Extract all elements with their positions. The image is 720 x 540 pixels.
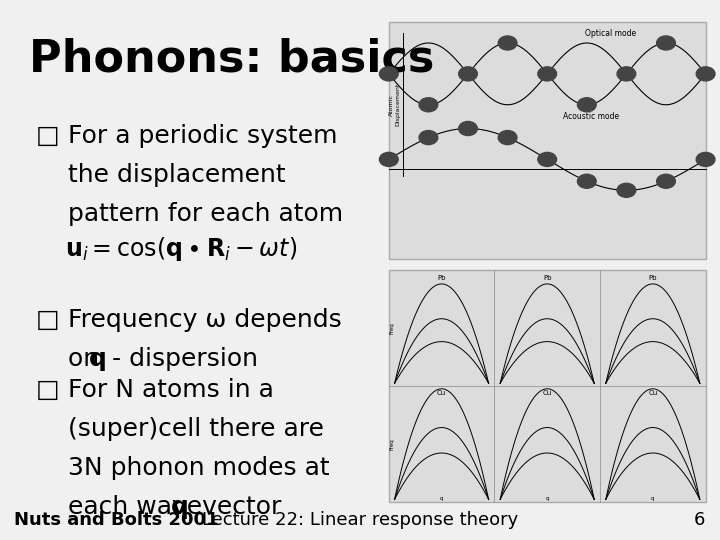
Text: Cu: Cu	[543, 390, 552, 396]
Text: Optical mode: Optical mode	[585, 29, 636, 38]
Text: - dispersion: - dispersion	[104, 347, 258, 370]
Text: Freq: Freq	[390, 322, 395, 334]
Circle shape	[577, 174, 596, 188]
FancyBboxPatch shape	[389, 270, 706, 502]
Circle shape	[419, 131, 438, 145]
Circle shape	[657, 174, 675, 188]
Text: □: □	[36, 308, 60, 332]
Text: 3N phonon modes at: 3N phonon modes at	[68, 456, 330, 480]
Circle shape	[696, 152, 715, 166]
Text: Pb: Pb	[649, 275, 657, 281]
Text: For a periodic system: For a periodic system	[68, 124, 338, 148]
Text: Phonons: basics: Phonons: basics	[29, 38, 434, 81]
Circle shape	[657, 36, 675, 50]
Circle shape	[459, 67, 477, 81]
Circle shape	[498, 131, 517, 145]
Text: Lecture 22: Linear response theory: Lecture 22: Linear response theory	[202, 511, 518, 529]
Text: q: q	[651, 496, 654, 501]
Text: □: □	[36, 378, 60, 402]
Text: $\mathbf{u}_i = \cos(\mathbf{q}\bullet\mathbf{R}_i - \omega t)$: $\mathbf{u}_i = \cos(\mathbf{q}\bullet\m…	[65, 235, 297, 263]
Text: Pb: Pb	[543, 275, 552, 281]
Text: Acoustic mode: Acoustic mode	[563, 112, 619, 121]
Circle shape	[538, 67, 557, 81]
Circle shape	[498, 36, 517, 50]
Text: the displacement: the displacement	[68, 163, 286, 187]
Text: Atomic
Displacement: Atomic Displacement	[390, 83, 400, 126]
Circle shape	[538, 152, 557, 166]
Text: □: □	[36, 124, 60, 148]
Circle shape	[617, 183, 636, 197]
Text: q: q	[546, 496, 549, 501]
Circle shape	[379, 152, 398, 166]
Text: (super)cell there are: (super)cell there are	[68, 417, 325, 441]
Circle shape	[419, 98, 438, 112]
Text: For N atoms in a: For N atoms in a	[68, 378, 274, 402]
Text: 6: 6	[694, 511, 706, 529]
Circle shape	[459, 122, 477, 136]
Circle shape	[379, 67, 398, 81]
Text: q: q	[440, 496, 444, 501]
Text: on: on	[68, 347, 107, 370]
Text: Frequency ω depends: Frequency ω depends	[68, 308, 342, 332]
FancyBboxPatch shape	[389, 22, 706, 259]
Text: pattern for each atom: pattern for each atom	[68, 202, 343, 226]
Text: Nuts and Bolts 2001: Nuts and Bolts 2001	[14, 511, 219, 529]
Text: each wavevector: each wavevector	[68, 495, 289, 518]
Text: q: q	[89, 347, 107, 370]
Circle shape	[617, 67, 636, 81]
Text: Freq: Freq	[390, 438, 395, 450]
Text: Cu: Cu	[648, 390, 657, 396]
Text: q: q	[171, 495, 189, 518]
Text: Cu: Cu	[437, 390, 446, 396]
Text: Pb: Pb	[437, 275, 446, 281]
Circle shape	[696, 67, 715, 81]
Circle shape	[577, 98, 596, 112]
